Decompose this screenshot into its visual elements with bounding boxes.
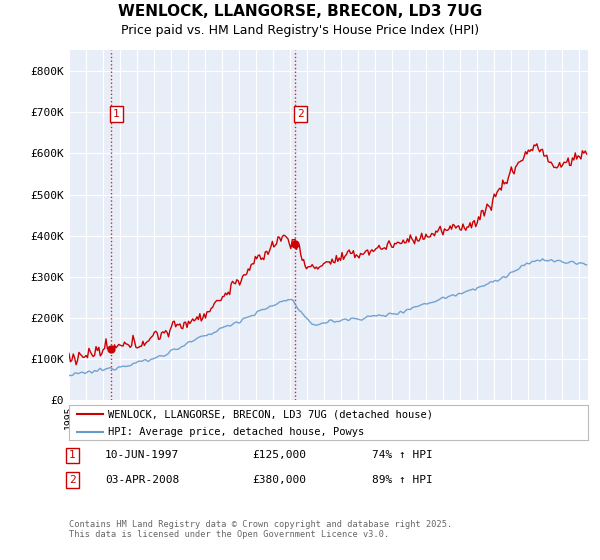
Text: 10-JUN-1997: 10-JUN-1997 [105,450,179,460]
Text: WENLOCK, LLANGORSE, BRECON, LD3 7UG: WENLOCK, LLANGORSE, BRECON, LD3 7UG [118,4,482,19]
Text: Contains HM Land Registry data © Crown copyright and database right 2025.
This d: Contains HM Land Registry data © Crown c… [69,520,452,539]
Text: £125,000: £125,000 [252,450,306,460]
Text: 1: 1 [69,450,76,460]
Text: 1: 1 [113,109,120,119]
Text: Price paid vs. HM Land Registry's House Price Index (HPI): Price paid vs. HM Land Registry's House … [121,24,479,36]
Text: 89% ↑ HPI: 89% ↑ HPI [372,475,433,485]
Text: £380,000: £380,000 [252,475,306,485]
Text: HPI: Average price, detached house, Powys: HPI: Average price, detached house, Powy… [108,427,364,437]
Text: WENLOCK, LLANGORSE, BRECON, LD3 7UG (detached house): WENLOCK, LLANGORSE, BRECON, LD3 7UG (det… [108,409,433,419]
Text: 03-APR-2008: 03-APR-2008 [105,475,179,485]
Text: 2: 2 [297,109,304,119]
Text: 2: 2 [69,475,76,485]
Text: 74% ↑ HPI: 74% ↑ HPI [372,450,433,460]
